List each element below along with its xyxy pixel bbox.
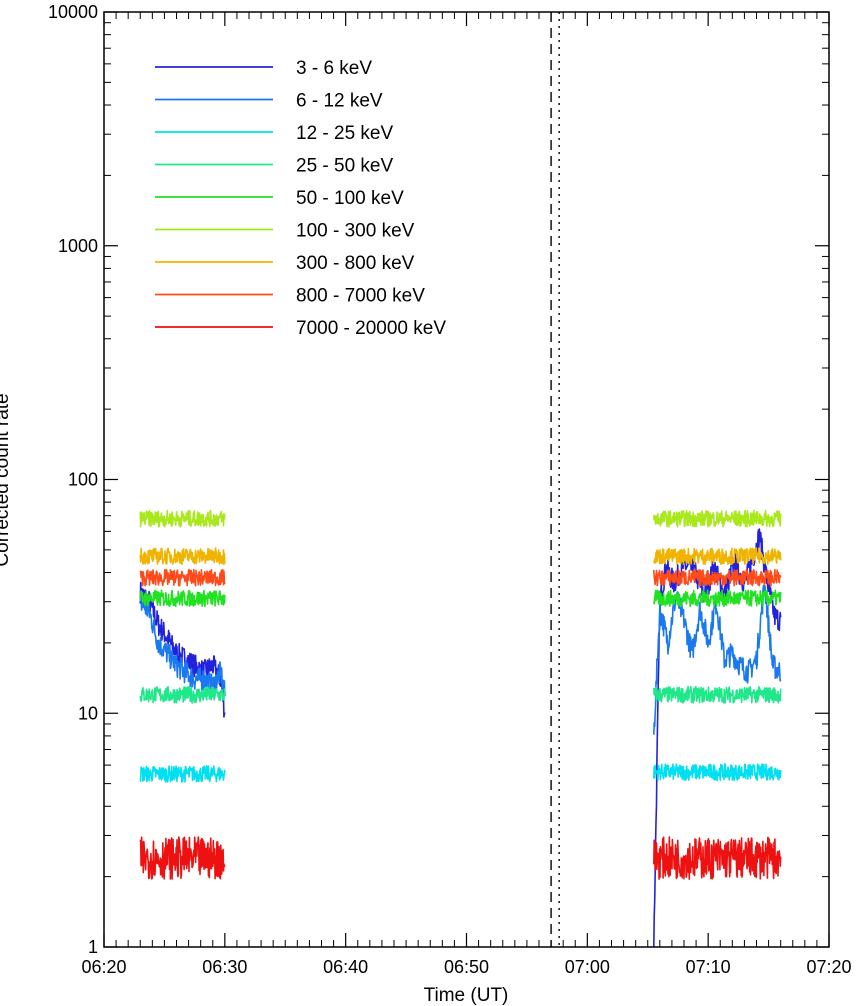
- series-layer: [139, 509, 782, 947]
- series-line: [653, 568, 782, 587]
- legend-item: 3 - 6 keV: [155, 58, 372, 79]
- series-line: [139, 589, 226, 608]
- x-tick-label: 06:20: [81, 957, 126, 977]
- legend-label: 3 - 6 keV: [296, 58, 372, 79]
- series-line: [653, 836, 782, 880]
- legend-label: 7000 - 20000 keV: [296, 318, 446, 339]
- series-line: [139, 547, 226, 566]
- legend-item: 800 - 7000 keV: [155, 286, 425, 307]
- series-800-7000-kev: [139, 568, 782, 587]
- series-7000-20000-kev: [139, 836, 782, 880]
- y-tick-label: 10000: [48, 2, 98, 22]
- y-tick-label: 100: [68, 470, 98, 490]
- series-line: [653, 547, 782, 566]
- plot-frame: [103, 11, 830, 948]
- series-line: [139, 581, 226, 718]
- x-tick-label: 07:10: [686, 957, 731, 977]
- legend-label: 800 - 7000 keV: [296, 286, 425, 307]
- series-100-300-kev: [139, 509, 782, 528]
- series-300-800-kev: [139, 547, 782, 566]
- x-tick-label: 07:20: [806, 957, 851, 977]
- y-tick-label: 1000: [58, 236, 98, 256]
- series-25-50-kev: [139, 685, 782, 704]
- series-line: [653, 685, 782, 704]
- legend-label: 50 - 100 keV: [296, 188, 404, 209]
- series-line: [139, 685, 226, 704]
- legend-item: 50 - 100 keV: [155, 188, 404, 209]
- legend-label: 12 - 25 keV: [296, 123, 393, 144]
- legend: 3 - 6 keV 6 - 12 keV 12 - 25 keV 25 - 50 ke…: [155, 58, 446, 339]
- series-6-12-kev: [139, 584, 782, 735]
- series-line: [653, 528, 782, 947]
- axis-ticks: 06:20 06:30 06:40 06:50 07:00 07:10 07:20 1 10 10…: [48, 2, 852, 977]
- x-tick-label: 07:00: [565, 957, 610, 977]
- series-3-6-kev: [139, 528, 782, 947]
- series-50-100-kev: [139, 589, 782, 608]
- legend-item: 6 - 12 keV: [155, 91, 383, 112]
- series-line: [653, 509, 782, 528]
- legend-item: 300 - 800 keV: [155, 253, 415, 274]
- series-line: [653, 589, 782, 608]
- y-axis-label: Corrected count rate: [0, 393, 13, 566]
- series-line: [139, 568, 226, 587]
- series-12-25-kev: [139, 763, 782, 783]
- vertical-lines: [550, 12, 560, 947]
- legend-item: 12 - 25 keV: [155, 123, 393, 144]
- legend-item: 7000 - 20000 keV: [155, 318, 446, 339]
- legend-label: 25 - 50 keV: [296, 156, 393, 177]
- legend-label: 300 - 800 keV: [296, 253, 415, 274]
- legend-label: 100 - 300 keV: [296, 221, 415, 242]
- x-axis-label: Time (UT): [424, 985, 509, 1006]
- series-line: [139, 509, 226, 528]
- legend-item: 25 - 50 keV: [155, 156, 393, 177]
- legend-item: 100 - 300 keV: [155, 221, 415, 242]
- series-line: [653, 763, 782, 782]
- series-line: [139, 836, 226, 880]
- y-tick-label: 10: [78, 703, 98, 723]
- series-line: [139, 765, 226, 783]
- y-tick-label: 1: [88, 937, 98, 957]
- x-tick-label: 06:40: [323, 957, 368, 977]
- series-line: [653, 584, 782, 735]
- x-tick-label: 06:50: [444, 957, 489, 977]
- legend-label: 6 - 12 keV: [296, 91, 383, 112]
- x-tick-label: 06:30: [202, 957, 247, 977]
